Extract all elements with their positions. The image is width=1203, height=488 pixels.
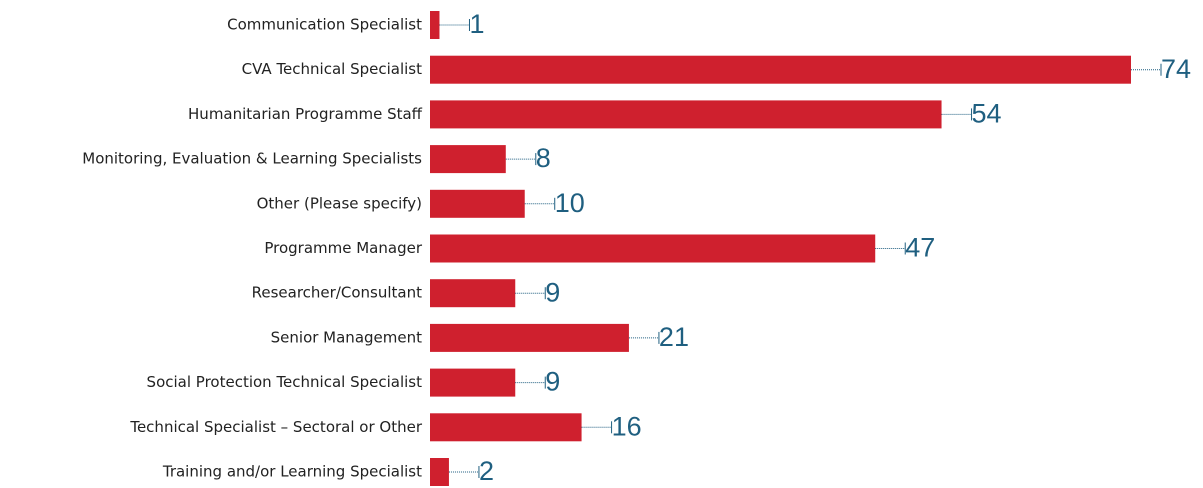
bar: [430, 145, 506, 174]
category-label: Training and/or Learning Specialist: [162, 463, 422, 481]
category-label: Communication Specialist: [227, 16, 422, 34]
bar: [430, 55, 1131, 84]
bar: [430, 11, 440, 39]
bar: [430, 323, 629, 352]
category-label: Programme Manager: [264, 239, 422, 257]
category-label: Other (Please specify): [257, 194, 422, 212]
bar: [430, 100, 942, 129]
bar: [430, 368, 516, 397]
value-label: 1: [469, 9, 484, 39]
value-label: 8: [536, 143, 551, 173]
bar: [430, 279, 516, 308]
bar: [430, 189, 525, 218]
category-label: Humanitarian Programme Staff: [188, 105, 423, 123]
value-label: 74: [1161, 54, 1191, 84]
bar: [430, 234, 876, 263]
value-label: 47: [905, 233, 935, 263]
category-label: Technical Specialist – Sectoral or Other: [129, 418, 422, 436]
bar: [430, 413, 582, 442]
category-label: Researcher/Consultant: [252, 284, 422, 302]
value-label: 9: [545, 277, 560, 307]
value-label: 10: [555, 188, 585, 218]
category-label: Senior Management: [271, 328, 422, 346]
value-label: 54: [972, 99, 1002, 129]
category-label: Social Protection Technical Specialist: [147, 373, 423, 391]
bar: [430, 458, 449, 486]
category-label: Monitoring, Evaluation & Learning Specia…: [82, 150, 422, 168]
category-label: CVA Technical Specialist: [242, 60, 422, 78]
value-label: 16: [612, 411, 642, 441]
value-label: 21: [659, 322, 689, 352]
value-label: 9: [545, 367, 560, 397]
value-label: 2: [479, 456, 494, 486]
